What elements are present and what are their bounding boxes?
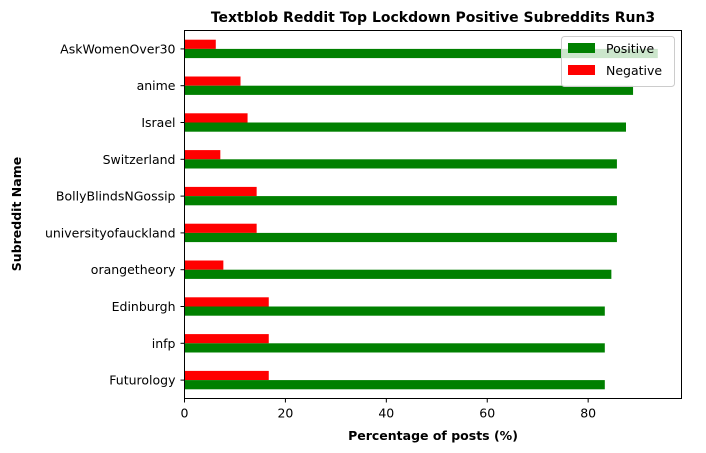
y-tick-label: universityofauckland <box>45 225 176 240</box>
bar-positive-Israel <box>184 122 626 132</box>
x-tick-label: 20 <box>277 406 293 421</box>
legend: Positive Negative <box>561 36 675 87</box>
y-tick-label: Switzerland <box>103 152 176 167</box>
x-tick-label: 40 <box>378 406 394 421</box>
bar-positive-infp <box>184 343 605 353</box>
y-tick-label: BollyBlindsNGossip <box>56 189 176 204</box>
bar-negative-BollyBlindsNGossip <box>184 186 257 197</box>
legend-swatch-negative <box>568 65 595 75</box>
bar-positive-universityofauckland <box>184 232 617 243</box>
bars-layer <box>184 39 658 390</box>
bar-negative-Switzerland <box>184 150 221 160</box>
y-tick-label: infp <box>152 336 176 351</box>
y-tick-label: Edinburgh <box>112 299 176 314</box>
legend-label-negative: Negative <box>606 63 662 78</box>
bar-positive-anime <box>184 85 634 95</box>
y-tick-label: Futurology <box>109 373 176 388</box>
legend-swatch-positive <box>568 43 595 53</box>
bar-positive-BollyBlindsNGossip <box>184 196 617 206</box>
y-tick-label: orangetheory <box>91 262 176 277</box>
legend-label-positive: Positive <box>606 41 654 56</box>
y-tick-label: anime <box>137 78 176 93</box>
x-tick-label: 0 <box>181 406 189 421</box>
bar-negative-infp <box>184 334 269 344</box>
x-tick-label: 80 <box>580 406 596 421</box>
y-tick-label: AskWomenOver30 <box>60 41 175 56</box>
bar-positive-AskWomenOver30 <box>184 48 658 59</box>
y-tick-label: Israel <box>141 115 175 130</box>
bar-negative-Israel <box>184 113 248 123</box>
chart-title: Textblob Reddit Top Lockdown Positive Su… <box>211 10 655 26</box>
plot-frame <box>184 30 682 399</box>
bar-positive-Edinburgh <box>184 306 605 316</box>
bar-negative-Futurology <box>184 370 269 381</box>
bar-negative-Edinburgh <box>184 297 269 307</box>
bar-negative-anime <box>184 76 241 86</box>
bar-negative-universityofauckland <box>184 223 257 233</box>
bar-positive-Futurology <box>184 380 605 390</box>
x-axis-label: Percentage of posts (%) <box>348 428 518 443</box>
bar-negative-orangetheory <box>184 260 224 270</box>
bar-positive-orangetheory <box>184 269 612 279</box>
ticks-layer: AskWomenOver30 anime Israel Switzerland Boll… <box>45 41 596 420</box>
bar-positive-Switzerland <box>184 159 617 169</box>
x-tick-label: 60 <box>479 406 495 421</box>
bar-negative-AskWomenOver30 <box>184 39 216 49</box>
y-axis-label: Subreddit Name <box>9 157 24 271</box>
